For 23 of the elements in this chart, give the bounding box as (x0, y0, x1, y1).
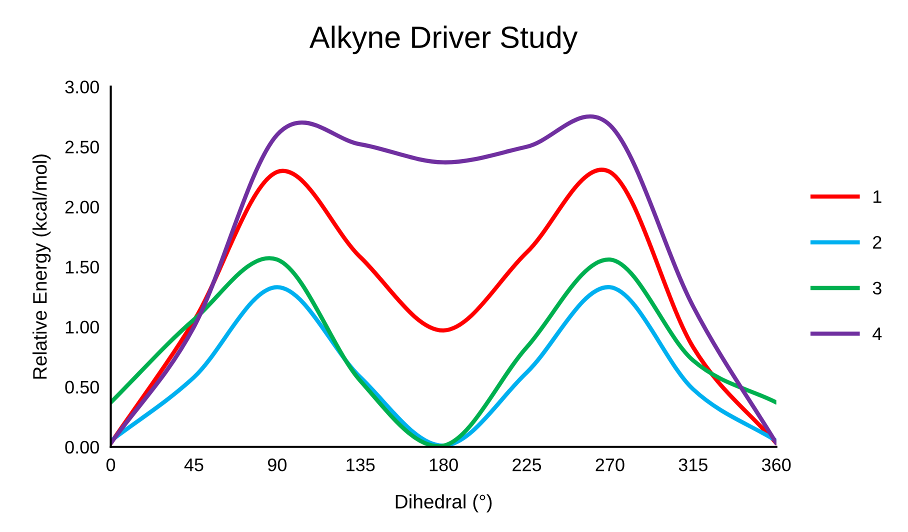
y-tick-label: 1.00 (66, 320, 99, 334)
x-axis-title: Dihedral (°) (396, 494, 492, 512)
y-tick-label: 0.00 (65, 440, 99, 454)
y-tick-label: 2.00 (65, 200, 99, 214)
y-axis-title: Relative Energy (kcal/mol) (32, 154, 51, 379)
y-tick-label: 3.00 (65, 80, 99, 94)
y-tick-label: 1.50 (66, 260, 99, 274)
x-tick-label: 270 (596, 458, 624, 472)
legend-label: 2 (873, 236, 882, 249)
x-tick-label: 225 (512, 458, 542, 472)
x-tick-label: 90 (268, 458, 287, 472)
legend-label: 3 (872, 282, 882, 295)
x-tick-label: 360 (762, 458, 791, 472)
x-tick-label: 315 (678, 458, 708, 472)
x-tick-label: 0 (106, 458, 116, 472)
legend-label: 1 (874, 190, 882, 203)
x-tick-label: 135 (346, 458, 375, 472)
chart-title: Alkyne Driver Study (309, 26, 578, 54)
y-tick-label: 2.50 (65, 140, 99, 154)
y-tick-label: 0.50 (65, 380, 99, 394)
x-tick-label: 180 (430, 458, 458, 472)
legend-label: 4 (872, 328, 882, 340)
x-tick-label: 45 (184, 458, 204, 472)
